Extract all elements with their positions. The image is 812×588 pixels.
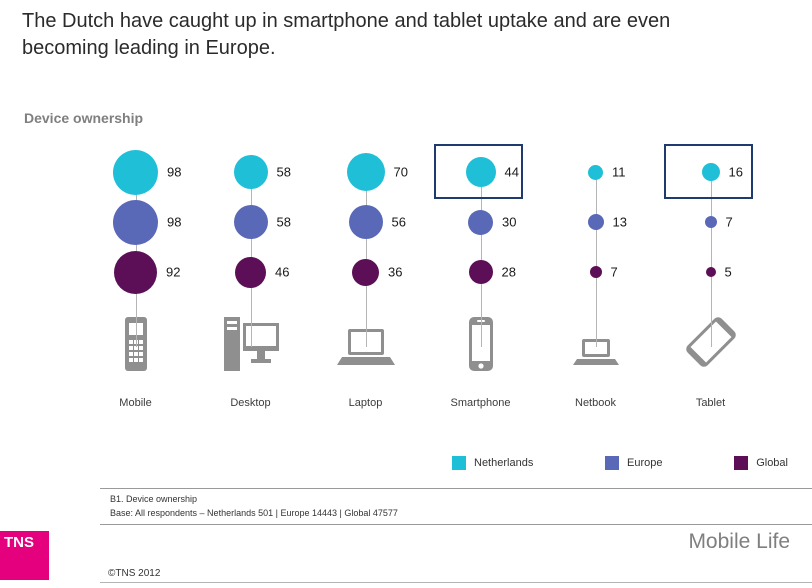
value-label: 98 (167, 164, 182, 180)
value-label: 7 (725, 214, 733, 230)
chart-title: Device ownership (24, 110, 144, 126)
chart-column-laptop: 70 56 36 Laptop (308, 147, 423, 419)
bubble-chart: 98 98 92 Mobile 58 58 46 Desktop 70 56 36 Laptop 44 3… (78, 144, 768, 419)
bubble-global-desktop (235, 256, 266, 288)
value-label: 46 (275, 264, 290, 280)
legend-item-netherlands: Netherlands (452, 456, 533, 470)
bubble-europe-tablet (704, 216, 717, 228)
category-label: Smartphone (450, 397, 511, 409)
legend-swatch (734, 456, 749, 470)
category-label: Netbook (575, 397, 616, 409)
legend-label: Global (756, 457, 788, 469)
highlight-box (663, 144, 753, 199)
value-label: 58 (276, 164, 291, 180)
category-label: Tablet (695, 397, 726, 409)
connector-line (595, 172, 597, 347)
bubble-netherlands-mobile (113, 149, 158, 195)
bubble-netherlands-laptop (346, 153, 385, 191)
value-label: 30 (502, 214, 517, 230)
tns-logo: TNS (0, 531, 49, 580)
bubble-netherlands-desktop (233, 155, 268, 189)
bottom-divider (100, 582, 812, 583)
bubble-global-smartphone (468, 260, 493, 284)
chart-column-tablet: 16 7 5 Tablet (653, 144, 768, 419)
bubble-netherlands-netbook (588, 164, 603, 180)
value-label: 44 (504, 164, 519, 180)
value-label: 56 (391, 214, 406, 230)
value-label: 70 (393, 164, 408, 180)
footnotes: B1. Device ownership Base: All responden… (100, 488, 812, 525)
value-label: 98 (167, 214, 182, 230)
value-label: 36 (388, 264, 403, 280)
footnote-question: B1. Device ownership (110, 494, 198, 504)
legend-item-global: Global (734, 456, 788, 470)
chart-column-smartphone: 44 30 28 Smartphone (423, 144, 538, 419)
connector-line (480, 172, 482, 347)
bubble-europe-smartphone (468, 209, 493, 235)
connector-line (710, 172, 712, 347)
value-label: 7 (610, 264, 618, 280)
copyright: ©TNS 2012 (108, 568, 161, 579)
bubble-europe-desktop (233, 205, 268, 239)
bubble-europe-mobile (113, 199, 158, 245)
bubble-global-mobile (114, 250, 157, 294)
tns-logo-text: TNS (4, 534, 34, 551)
bubble-europe-netbook (587, 214, 604, 230)
footnote-base: Base: All respondents – Netherlands 501 … (110, 507, 398, 518)
bubble-global-tablet (705, 267, 716, 277)
netbook-icon (563, 307, 629, 373)
value-label: 13 (612, 214, 627, 230)
slide-title: The Dutch have caught up in smartphone a… (22, 10, 671, 59)
legend-swatch (605, 456, 620, 470)
value-label: 16 (728, 164, 743, 180)
legend-label: Netherlands (474, 457, 534, 469)
legend: Netherlands Europe Global (452, 456, 788, 470)
bubble-europe-laptop (348, 205, 383, 239)
brand-mobile-life: Mobile Life (688, 530, 790, 553)
value-label: 28 (501, 264, 516, 280)
bubble-netherlands-smartphone (465, 157, 496, 187)
category-label: Laptop (348, 397, 383, 409)
legend-label: Europe (627, 457, 663, 469)
bubble-global-netbook (589, 266, 602, 278)
legend-swatch (452, 456, 466, 470)
bubble-global-laptop (352, 258, 379, 286)
value-label: 5 (724, 264, 732, 280)
desktop-icon (218, 307, 284, 373)
chart-column-netbook: 11 13 7 Netbook (538, 147, 653, 419)
value-label: 11 (612, 164, 626, 180)
category-label: Desktop (230, 397, 271, 409)
value-label: 58 (276, 214, 291, 230)
value-label: 92 (166, 264, 181, 280)
chart-column-mobile: 98 98 92 Mobile (78, 147, 193, 419)
highlight-box (433, 144, 523, 199)
legend-item-europe: Europe (605, 456, 663, 470)
bubble-netherlands-tablet (701, 163, 720, 181)
category-label: Mobile (119, 397, 152, 409)
chart-column-desktop: 58 58 46 Desktop (193, 147, 308, 419)
